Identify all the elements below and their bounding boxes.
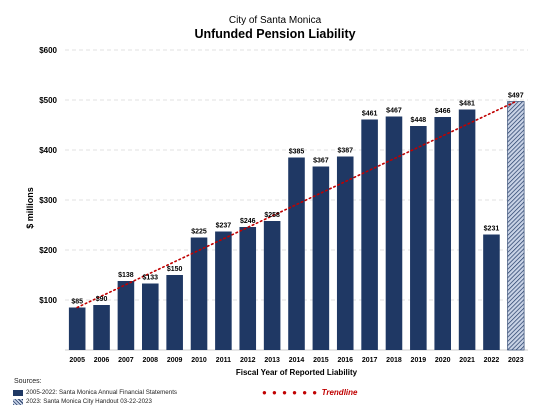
bar	[385, 116, 403, 350]
trendline	[76, 100, 517, 309]
bar	[142, 283, 159, 350]
bars	[68, 101, 525, 351]
data-label: $133	[143, 275, 159, 282]
x-tick-label: 2020	[435, 357, 451, 364]
x-tick-label: 2022	[484, 357, 500, 364]
data-label: $90	[96, 296, 108, 303]
sources-heading: Sources:	[14, 378, 42, 385]
data-label: $231	[484, 226, 500, 233]
data-label: $85	[71, 299, 83, 306]
y-tick-label: $200	[39, 246, 57, 255]
bar	[166, 275, 183, 350]
legend-swatch-hatched	[13, 399, 23, 405]
legend-item-actual: 2005-2022: Santa Monica Annual Financial…	[13, 389, 178, 396]
data-label: $138	[118, 272, 134, 279]
x-tick-label: 2015	[313, 357, 329, 364]
y-tick-label: $500	[39, 96, 57, 105]
bar	[336, 156, 354, 350]
chart-subtitle: Unfunded Pension Liability	[194, 27, 356, 41]
bar	[239, 227, 257, 350]
data-label: $150	[167, 266, 183, 273]
data-label: $246	[240, 218, 256, 225]
bar	[434, 117, 451, 350]
x-tick-label: 2013	[264, 357, 280, 364]
x-tick-label: 2005	[69, 357, 85, 364]
x-tick-label: 2021	[459, 357, 475, 364]
data-label: $467	[386, 108, 402, 115]
x-tick-label: 2006	[94, 357, 110, 364]
bar	[215, 231, 232, 350]
data-labels: $85 $90 $138 $133 $150 $225 $237 $246 $258 $385 $3…	[71, 93, 523, 306]
y-tick-label: $100	[39, 296, 57, 305]
y-tick-label: $600	[39, 46, 57, 55]
trendline-line	[76, 100, 517, 309]
y-axis-title: $ millions	[25, 187, 35, 229]
legend-label-projected: 2023: Santa Monica City Handout 03-22-20…	[26, 398, 152, 405]
x-tick-label: 2008	[143, 357, 159, 364]
x-tick-label: 2017	[362, 357, 378, 364]
x-tick-label: 2019	[411, 357, 427, 364]
x-tick-label: 2018	[386, 357, 402, 364]
legend-label-actual: 2005-2022: Santa Monica Annual Financial…	[26, 389, 178, 396]
legend-item-trendline: ● ● ● ● ● ● Trendline	[262, 388, 357, 397]
data-label: $237	[216, 223, 232, 230]
data-label: $387	[337, 148, 353, 155]
bar	[117, 281, 135, 350]
chart-title: City of Santa Monica	[228, 15, 322, 26]
legend-item-projected: 2023: Santa Monica City Handout 03-22-20…	[13, 398, 152, 405]
bar	[263, 221, 281, 350]
bar	[483, 234, 500, 350]
bar	[190, 237, 208, 350]
bar	[288, 157, 305, 350]
x-tick-label: 2009	[167, 357, 183, 364]
x-tick-label: 2010	[191, 357, 207, 364]
x-tick-label: 2011	[216, 357, 231, 364]
data-label: $385	[289, 149, 305, 156]
data-label: $225	[191, 229, 207, 236]
data-label: $481	[459, 101, 475, 108]
bar-projected	[507, 101, 525, 351]
bar	[458, 109, 476, 350]
data-label: $461	[362, 111, 378, 118]
y-tick-label: $400	[39, 146, 57, 155]
x-tick-label: 2014	[289, 357, 305, 364]
legend-swatch-solid	[13, 390, 23, 396]
bar	[68, 307, 86, 350]
data-label: $448	[411, 117, 427, 124]
x-axis-title: Fiscal Year of Reported Liability	[236, 368, 358, 377]
data-label: $466	[435, 108, 451, 115]
data-label: $258	[264, 212, 280, 219]
x-tick-label: 2007	[118, 357, 134, 364]
y-tick-label: $300	[39, 196, 57, 205]
trendline-dots-icon: ● ● ● ● ● ●	[262, 388, 319, 397]
data-label: $367	[313, 158, 329, 165]
bar	[312, 166, 330, 350]
bar	[361, 119, 378, 350]
x-tick-label: 2023	[508, 357, 524, 364]
data-label: $497	[508, 93, 524, 100]
bar	[410, 126, 427, 350]
bar	[93, 305, 110, 350]
legend-label-trendline: Trendline	[321, 388, 358, 397]
x-tick-label: 2016	[337, 357, 353, 364]
x-tick-label: 2012	[240, 357, 256, 364]
